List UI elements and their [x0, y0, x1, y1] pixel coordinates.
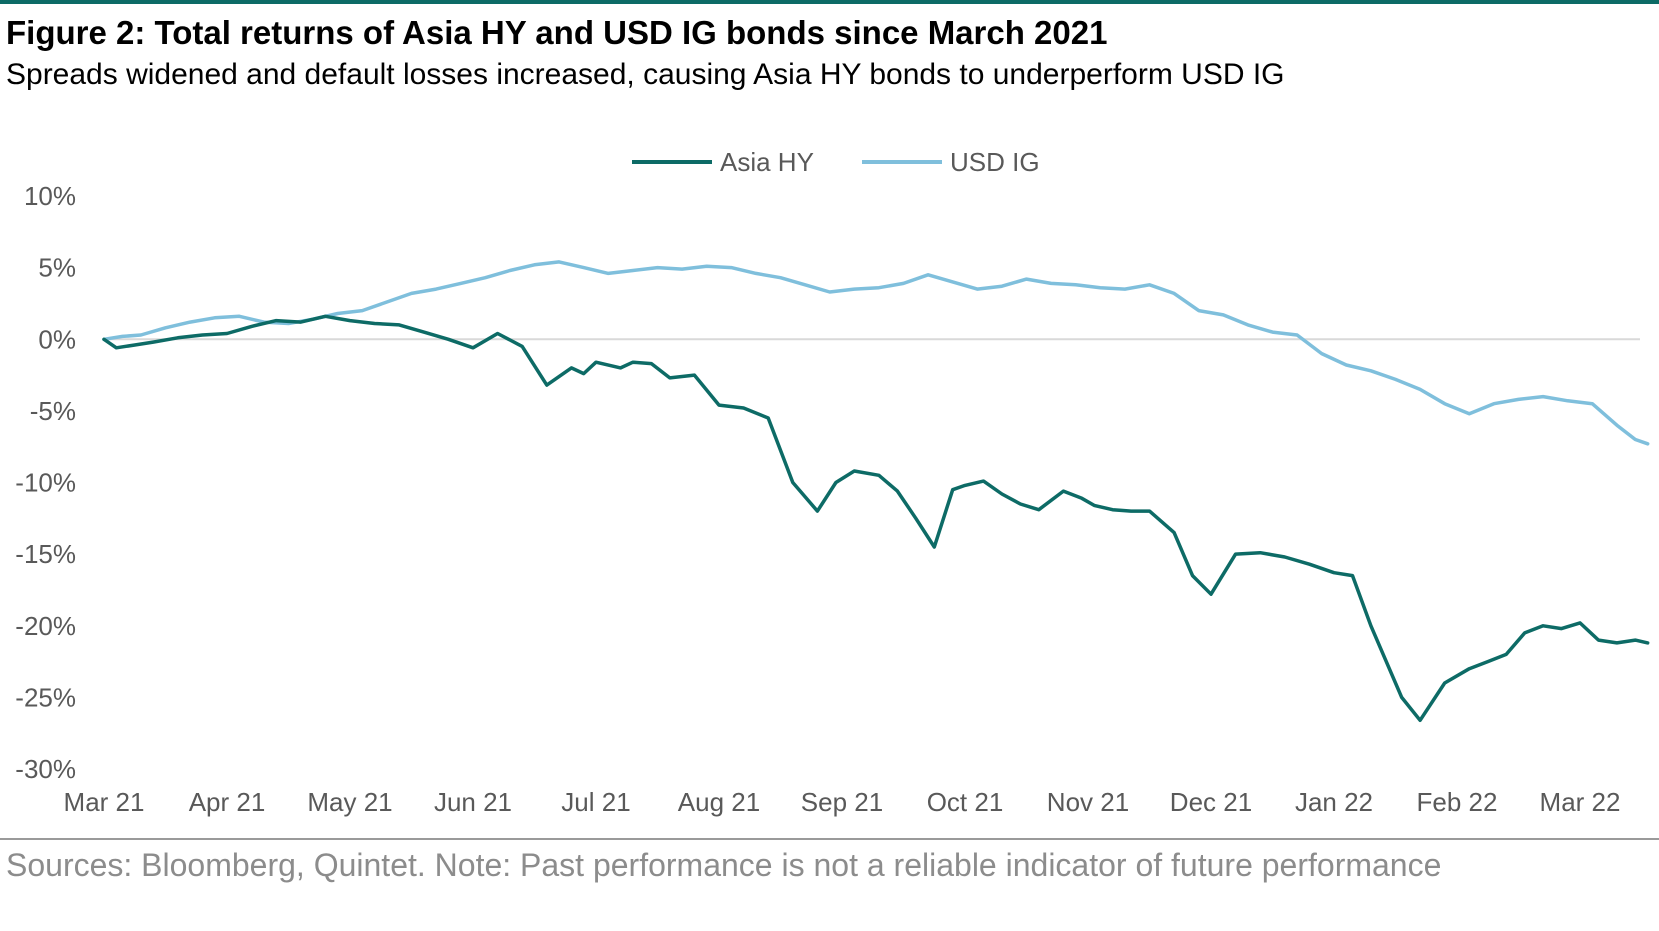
x-tick-label: Nov 21: [1047, 787, 1129, 817]
x-tick-label: Oct 21: [927, 787, 1004, 817]
x-tick-label: Feb 22: [1417, 787, 1498, 817]
series-layer: [102, 260, 1650, 723]
y-tick-label: -10%: [15, 468, 76, 498]
x-tick-label: Dec 21: [1170, 787, 1252, 817]
legend: Asia HY USD IG: [632, 147, 1040, 177]
x-tick-label: Jul 21: [561, 787, 630, 817]
source-note: Sources: Bloomberg, Quintet. Note: Past …: [6, 847, 1442, 883]
line-chart: 10% 5% 0% -5% -10% -15% -20% -25% -30% Mar 21 Apr…: [15, 147, 1650, 817]
y-tick-label: -15%: [15, 539, 76, 569]
x-tick-label: Jan 22: [1295, 787, 1373, 817]
legend-label-asia-hy: Asia HY: [720, 147, 814, 177]
y-tick-label: -20%: [15, 611, 76, 641]
y-axis: 10% 5% 0% -5% -10% -15% -20% -25% -30%: [15, 181, 76, 784]
y-tick-label: -25%: [15, 682, 76, 712]
top-accent-rule: [0, 0, 1659, 4]
legend-label-usd-ig: USD IG: [950, 147, 1040, 177]
y-tick-label: 5%: [38, 253, 76, 283]
x-tick-label: Apr 21: [189, 787, 266, 817]
series-line-asia-hy: [102, 314, 1650, 723]
y-tick-label: -30%: [15, 754, 76, 784]
y-tick-label: 0%: [38, 324, 76, 354]
x-axis: Mar 21 Apr 21 May 21 Jun 21 Jul 21 Aug 21 Sep …: [64, 787, 1621, 817]
x-tick-label: Aug 21: [678, 787, 760, 817]
footer-divider: [0, 838, 1659, 840]
y-tick-label: -5%: [30, 396, 76, 426]
y-tick-label: 10%: [24, 181, 76, 211]
x-tick-label: Mar 22: [1540, 787, 1621, 817]
x-tick-label: Mar 21: [64, 787, 145, 817]
x-tick-label: Sep 21: [801, 787, 883, 817]
series-line-usd-ig: [102, 260, 1650, 446]
x-tick-label: May 21: [307, 787, 392, 817]
x-tick-label: Jun 21: [434, 787, 512, 817]
figure-title: Figure 2: Total returns of Asia HY and U…: [6, 14, 1108, 51]
figure-subtitle: Spreads widened and default losses incre…: [6, 58, 1285, 91]
